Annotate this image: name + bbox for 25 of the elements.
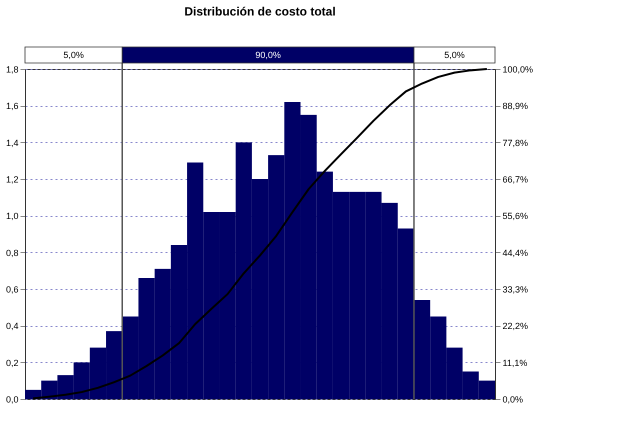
y2-tick-label: 55,6% <box>502 211 528 222</box>
line-series <box>32 68 488 400</box>
y2-tick-label: 88,9% <box>502 101 528 112</box>
y2-tick-label: 44,4% <box>502 248 528 258</box>
y-tick-label: 0,8 <box>6 248 18 258</box>
y2-tick-label: 22,2% <box>502 321 528 332</box>
y-tick-label: 0,2 <box>6 358 18 368</box>
y-tick-label: 1,8 <box>6 64 18 74</box>
text: 5,0% <box>444 50 465 60</box>
y-tick-label: 1,0 <box>6 211 18 222</box>
y2-tick-label: 77,8% <box>502 138 528 148</box>
y-tick-label: 0,0 <box>6 394 18 404</box>
y-tick-label: 0,4 <box>6 321 18 332</box>
chart-title: Distribución de costo total <box>184 4 336 18</box>
y2-tick-label: 66,7% <box>502 174 528 184</box>
text: 90,0% <box>255 50 281 60</box>
y-tick-label: 0,6 <box>6 284 18 294</box>
y-tick-label: 1,2 <box>6 174 18 184</box>
y2-tick-label: 100,0% <box>502 64 534 74</box>
text: 5,0% <box>63 50 84 60</box>
y-tick-label: 1,4 <box>6 138 18 148</box>
y2-tick-label: 0,0% <box>502 394 524 404</box>
y2-tick-label: 33,3% <box>502 284 528 295</box>
y-tick-label: 1,6 <box>6 101 18 112</box>
y2-tick-label: 11,1% <box>502 358 528 368</box>
